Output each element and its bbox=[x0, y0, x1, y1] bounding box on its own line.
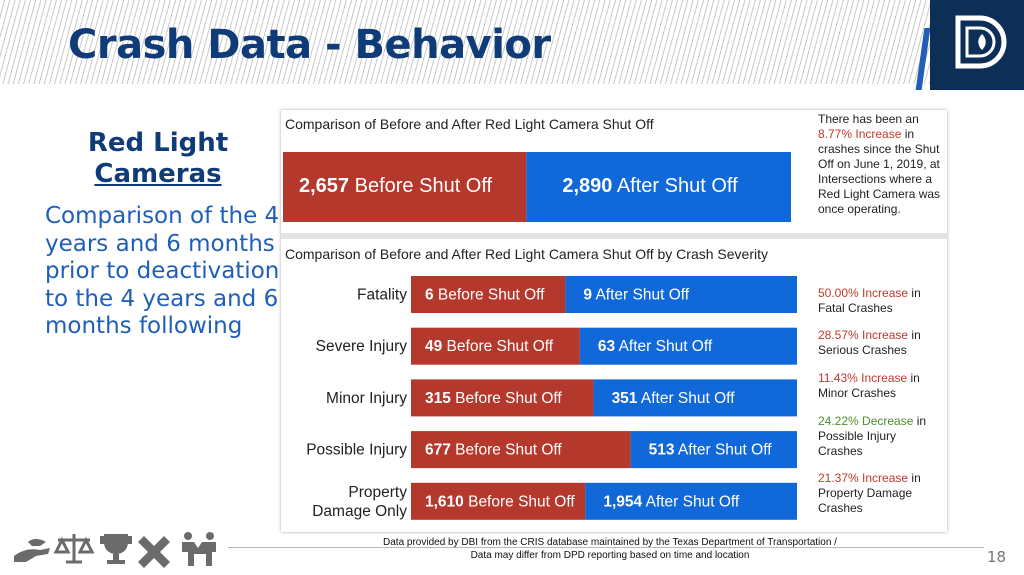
data-source-line2: Data may differ from DPD reporting based… bbox=[470, 550, 750, 561]
severity-note-possible: 24.22% Decrease in Possible Injury Crash… bbox=[818, 414, 944, 459]
chart2-title: Comparison of Before and After Red Light… bbox=[285, 246, 768, 262]
total-note: There has been an 8.77% Increase in cras… bbox=[818, 112, 944, 217]
scales-icon bbox=[53, 534, 95, 564]
bar-label-before-total: 2,657 Before Shut Off bbox=[299, 175, 493, 197]
bar-label-before: 6 Before Shut Off bbox=[425, 287, 545, 304]
bar-label-after: 63 After Shut Off bbox=[598, 338, 713, 355]
data-source-note: Data provided by DBI from the CRIS datab… bbox=[320, 536, 900, 562]
bar-label-after: 513 After Shut Off bbox=[649, 442, 773, 459]
severity-note-rest: Property Damage Crashes bbox=[818, 486, 913, 515]
section-heading-line1: Red Light bbox=[87, 128, 229, 158]
bar-before bbox=[411, 276, 566, 313]
chart1-title: Comparison of Before and After Red Light… bbox=[285, 116, 654, 132]
section-description: Comparison of the 4 years and 6 months p… bbox=[45, 203, 280, 339]
bar-after bbox=[585, 482, 797, 520]
chart-separator bbox=[281, 233, 947, 239]
bar-after bbox=[579, 327, 797, 365]
category-label: Minor Injury bbox=[326, 390, 407, 407]
severity-note-in: in bbox=[908, 286, 921, 300]
puzzle-icon bbox=[138, 536, 170, 568]
bar-label-after: 351 After Shut Off bbox=[612, 390, 736, 407]
bar-before-total bbox=[283, 152, 527, 222]
bar-after bbox=[565, 276, 797, 313]
data-source-line1: Data provided by DBI from the CRIS datab… bbox=[383, 537, 837, 548]
bar-after bbox=[630, 431, 797, 469]
severity-note-pct: 28.57% Increase bbox=[818, 328, 909, 342]
bar-after-total bbox=[526, 152, 791, 222]
severity-note-in: in bbox=[908, 471, 921, 485]
bar-label-before: 49 Before Shut Off bbox=[425, 338, 554, 355]
severity-note-rest: Possible Injury Crashes bbox=[818, 429, 897, 458]
severity-note-rest: Serious Crashes bbox=[818, 343, 907, 357]
category-label: Property Damage Only bbox=[312, 484, 407, 520]
bar-before bbox=[411, 431, 631, 469]
severity-note-pct: 21.37% Increase bbox=[818, 471, 909, 485]
total-note-line1: There has been an bbox=[818, 112, 919, 126]
category-label: Fatality bbox=[357, 287, 407, 304]
hand-icon bbox=[14, 539, 50, 562]
bar-before bbox=[411, 379, 594, 417]
severity-note-severe: 28.57% Increase in Serious Crashes bbox=[818, 328, 944, 358]
dallas-logo bbox=[915, 0, 1024, 90]
severity-note-minor: 11.43% Increase in Minor Crashes bbox=[818, 371, 944, 401]
people-icon bbox=[182, 532, 216, 566]
severity-note-in: in bbox=[908, 328, 921, 342]
total-note-pct: 8.77% Increase bbox=[818, 127, 902, 141]
category-label: Possible Injury bbox=[306, 442, 407, 459]
bar-after bbox=[593, 379, 797, 417]
severity-note-rest: Minor Crashes bbox=[818, 386, 897, 400]
total-note-rest: crashes since the Shut Off on June 1, 20… bbox=[818, 142, 941, 216]
page-number: 18 bbox=[987, 548, 1007, 566]
severity-note-pct: 11.43% Increase bbox=[818, 371, 908, 385]
bar-label-after: 9 After Shut Off bbox=[583, 287, 689, 304]
bar-label-after: 1,954 After Shut Off bbox=[603, 493, 740, 510]
bar-before bbox=[411, 482, 586, 520]
severity-note-rest: Fatal Crashes bbox=[818, 301, 893, 315]
footer-icon-strip bbox=[14, 532, 216, 568]
dallas-d-icon bbox=[955, 15, 1007, 69]
severity-note-fatality: 50.00% Increase in Fatal Crashes bbox=[818, 286, 944, 316]
total-note-in: in bbox=[901, 127, 915, 141]
category-label: Severe Injury bbox=[316, 338, 408, 355]
bar-label-before: 677 Before Shut Off bbox=[425, 442, 562, 459]
section-heading: Red Light Cameras bbox=[44, 128, 272, 190]
section-heading-line2: Cameras bbox=[94, 159, 222, 189]
severity-note-pct: 24.22% Decrease bbox=[818, 414, 914, 428]
header-hatch-band bbox=[0, 0, 930, 84]
severity-comparison-chart: 6 Before Shut Off 9 After Shut Off Fatalit… bbox=[306, 276, 797, 520]
trophy-icon bbox=[100, 534, 132, 564]
bar-label-after-total: 2,890 After Shut Off bbox=[562, 175, 738, 197]
bar-label-before: 1,610 Before Shut Off bbox=[425, 493, 575, 510]
footer-rule bbox=[228, 547, 984, 548]
bar-label-before: 315 Before Shut Off bbox=[425, 390, 562, 407]
bar-before bbox=[411, 327, 580, 365]
severity-note-in: in bbox=[913, 414, 927, 428]
severity-note-in: in bbox=[907, 371, 920, 385]
severity-note-pct: 50.00% Increase bbox=[818, 286, 909, 300]
total-comparison-chart: 2,657 Before Shut Off 2,890 After Shut Of… bbox=[283, 152, 791, 222]
page-title: Crash Data - Behavior bbox=[68, 22, 551, 68]
severity-note-property: 21.37% Increase in Property Damage Crash… bbox=[818, 471, 944, 516]
